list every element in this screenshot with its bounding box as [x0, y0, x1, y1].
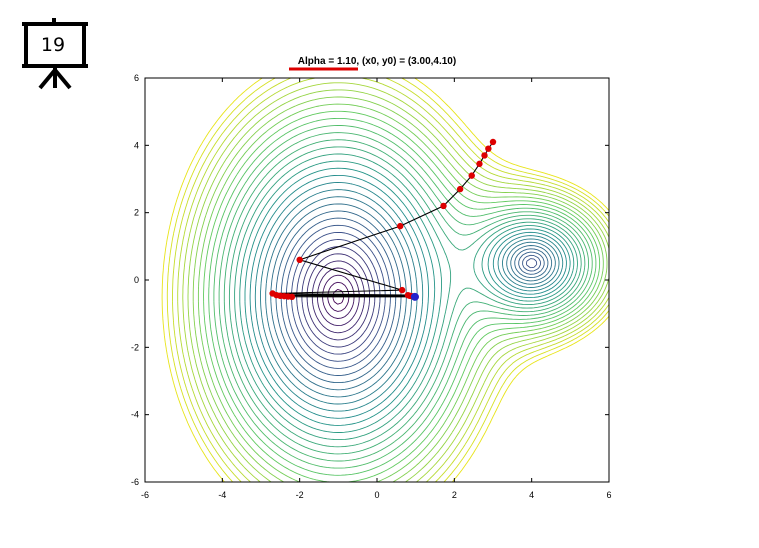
slide-number: 19 — [40, 34, 66, 56]
contour-line — [291, 231, 538, 362]
x-tick-label: 6 — [606, 490, 611, 500]
contour-line — [296, 239, 381, 355]
contour-line — [213, 125, 593, 469]
y-tick-label: 4 — [134, 140, 139, 150]
presentation-board-icon — [22, 18, 88, 90]
path-point — [481, 152, 488, 159]
contour-line — [280, 217, 545, 376]
contour-line — [270, 203, 553, 391]
contour-line — [234, 153, 578, 441]
path-point — [397, 222, 404, 230]
x-tick-label: 4 — [529, 490, 534, 500]
contour-line — [182, 82, 610, 483]
path-point — [288, 293, 296, 301]
chart-title: Alpha = 1.10, (x0, y0) = (3.00,4.10) — [298, 56, 456, 67]
contour-line — [208, 117, 597, 476]
contour-line — [203, 110, 601, 483]
contour-line — [166, 77, 610, 483]
x-tick-label: -2 — [296, 490, 304, 500]
descent-path — [269, 138, 497, 301]
path-point — [489, 138, 497, 146]
path-point — [440, 202, 447, 210]
axes: -6 -4 -2 0 2 4 6 6 4 2 0 -2 -4 -6 — [131, 73, 612, 500]
y-tick-label: -4 — [131, 410, 139, 420]
contour-line — [218, 132, 589, 462]
contour-line — [172, 77, 610, 483]
path-point — [296, 256, 303, 263]
contour-lines — [161, 77, 610, 483]
path-point — [398, 286, 406, 294]
contour-line — [187, 89, 610, 483]
y-tick-label: 2 — [134, 208, 139, 218]
path-point — [476, 160, 483, 168]
x-tick-label: -4 — [218, 490, 226, 500]
y-tick-label: 0 — [134, 275, 139, 285]
path-point — [468, 172, 475, 179]
final-point — [410, 292, 419, 301]
contour-line — [254, 182, 564, 412]
x-tick-label: -6 — [141, 490, 149, 500]
contour-line — [223, 139, 586, 455]
contour-line — [197, 103, 604, 483]
contour-line — [192, 96, 608, 483]
path-point — [456, 185, 464, 193]
contour-line — [228, 146, 582, 448]
contour-line — [260, 189, 560, 405]
path-point — [485, 145, 492, 152]
x-tick-label: 0 — [374, 490, 379, 500]
contour-line — [177, 77, 610, 483]
contour-line — [249, 174, 567, 419]
contour-line — [239, 160, 575, 433]
path-line — [272, 141, 494, 298]
y-tick-label: 6 — [134, 73, 139, 83]
contour-line — [306, 253, 371, 341]
contour-line — [244, 167, 571, 426]
y-tick-label: -2 — [131, 342, 139, 352]
x-tick-label: 2 — [452, 490, 457, 500]
y-tick-label: -6 — [131, 477, 139, 487]
contour-line — [265, 196, 556, 398]
